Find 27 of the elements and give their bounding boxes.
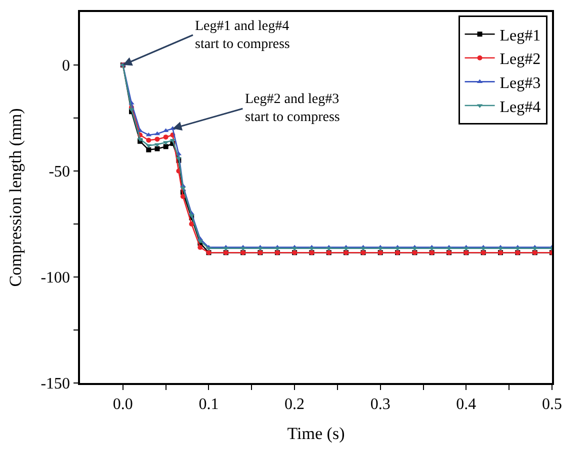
point: [180, 194, 186, 199]
point: [146, 138, 152, 143]
x-tick-label: 0.5: [542, 396, 562, 413]
y-tick-label: -150: [40, 376, 70, 393]
x-axis-title: Time (s): [287, 424, 345, 443]
point: [163, 144, 168, 150]
legend-label: Leg#3: [500, 74, 541, 92]
annotation: Leg#2 and leg#3 start to compress: [245, 92, 340, 126]
legend-label: Leg#4: [500, 98, 541, 116]
y-tick-label: -50: [48, 164, 70, 181]
x-tick-label: 0.3: [370, 396, 390, 413]
annotation: Leg#1 and leg#4 start to compress: [195, 19, 290, 52]
y-tick-label: 0: [62, 58, 70, 75]
x-tick-label: 0.0: [112, 396, 133, 413]
point: [198, 244, 203, 250]
point: [163, 134, 168, 140]
legend-label: Leg#1: [500, 27, 541, 44]
y-axis-title: Compression length (mm): [6, 108, 25, 287]
point: [154, 136, 160, 142]
point: [146, 147, 152, 152]
point: [189, 222, 194, 226]
x-tick-label: 0.4: [456, 396, 476, 413]
point: [154, 146, 160, 152]
x-tick-label: 0.2: [284, 396, 305, 413]
y-tick-label: -100: [40, 270, 70, 287]
legend-label: Leg#2: [500, 51, 541, 68]
x-tick-label: 0.1: [198, 396, 219, 413]
